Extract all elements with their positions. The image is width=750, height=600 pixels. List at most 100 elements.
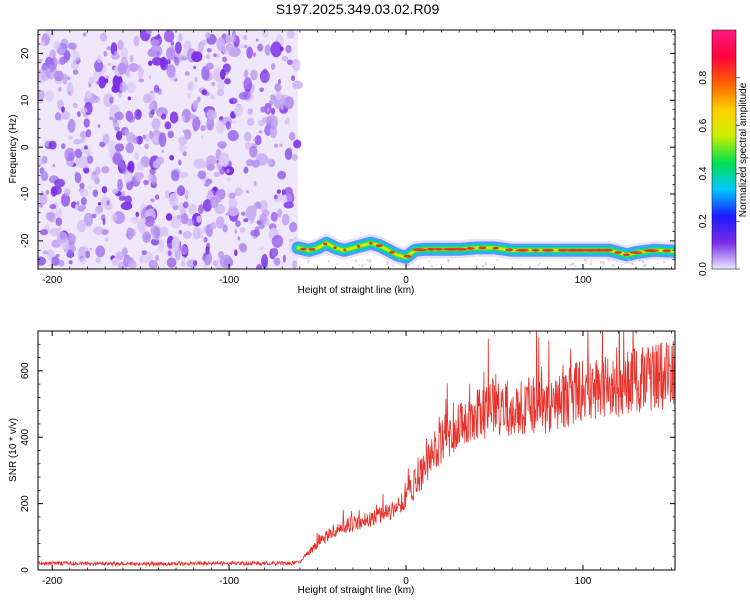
noise-blob (158, 111, 163, 117)
track-speckle (571, 262, 575, 266)
noise-blob (224, 78, 231, 85)
y-tick-label: 600 (20, 362, 31, 379)
noise-blob (241, 211, 246, 216)
noise-blob (39, 193, 48, 206)
noise-blob (148, 172, 154, 183)
colorbar-ticks: 0.0 0.2 0.4 0.6 0.8 (698, 70, 740, 276)
track-speckle (484, 262, 488, 266)
track-core-segment (629, 251, 643, 255)
noise-blob (171, 236, 180, 252)
noise-blob (167, 250, 172, 257)
noise-blob (281, 56, 289, 62)
noise-blob (228, 198, 238, 209)
noise-blob (56, 60, 61, 64)
noise-blob (68, 260, 73, 265)
noise-blob (111, 257, 120, 266)
noise-blob (42, 250, 49, 255)
noise-blob (250, 69, 258, 81)
noise-blob (118, 195, 126, 201)
x-tick-label: -100 (219, 275, 239, 286)
noise-blob (67, 249, 74, 258)
track-speckle (360, 264, 364, 268)
noise-blob (51, 256, 60, 267)
noise-blob (134, 172, 144, 180)
track-speckle (583, 258, 587, 262)
noise-blob (99, 32, 108, 42)
track-speckle (428, 260, 431, 262)
chart-title: S197.2025.349.03.02.R09 (275, 1, 440, 17)
noise-blob (218, 152, 230, 167)
noise-blob (211, 82, 216, 86)
track-core-segment (515, 248, 529, 252)
noise-blob (170, 40, 175, 47)
noise-blob (178, 136, 188, 145)
noise-blob (203, 264, 208, 268)
track-speckle (627, 258, 631, 262)
track-speckle (476, 259, 478, 261)
snr-y-label: SNR (10 * v/v) (8, 418, 19, 482)
track-speckle (599, 261, 603, 265)
noise-blob (130, 216, 139, 224)
y-tick-label: -10 (20, 186, 31, 201)
noise-blob (254, 226, 260, 232)
noise-blob (80, 145, 91, 155)
noise-blob (213, 53, 217, 58)
noise-blob (280, 105, 284, 111)
noise-blob (44, 90, 55, 102)
track-speckle (651, 265, 653, 267)
noise-blob (51, 185, 62, 195)
noise-blob (72, 102, 78, 109)
track-speckle (346, 263, 349, 265)
noise-blob (177, 214, 181, 220)
noise-blob (55, 209, 63, 218)
noise-blob (196, 215, 202, 223)
noise-blob (277, 170, 287, 180)
noise-blob (114, 51, 120, 55)
noise-blob (182, 129, 189, 134)
noise-blob (285, 117, 290, 125)
noise-blob (259, 213, 267, 225)
track-speckle (481, 265, 485, 268)
noise-blob (114, 111, 124, 121)
track-speckle (316, 264, 319, 266)
track-speckle (641, 260, 645, 263)
noise-blob (226, 177, 231, 182)
noise-blob (174, 57, 180, 66)
noise-blob (215, 216, 225, 229)
noise-blob (259, 199, 268, 213)
noise-blob (95, 210, 100, 216)
noise-blob (67, 42, 77, 50)
noise-blob (77, 205, 85, 212)
y-tick-label: -20 (20, 233, 31, 248)
spectrogram-x-ticks: -200 -100 0 100 (42, 30, 672, 286)
noise-blob (239, 243, 248, 253)
noise-blob (39, 229, 49, 236)
track-speckle (575, 259, 577, 261)
noise-blob (197, 96, 201, 103)
noise-blob (154, 194, 160, 200)
noise-blob (274, 143, 279, 148)
noise-blob (225, 34, 232, 44)
noise-blob (222, 224, 228, 233)
noise-blob (273, 257, 281, 266)
noise-blob (120, 47, 128, 59)
noise-blob (79, 182, 85, 189)
noise-blob (95, 166, 101, 175)
noise-blob (137, 64, 142, 72)
track-core-segment (505, 248, 514, 252)
noise-blob (107, 62, 112, 67)
noise-blob (234, 187, 243, 197)
noise-blob (169, 155, 175, 161)
noise-blob (289, 221, 298, 233)
noise-blob (53, 41, 60, 50)
noise-blob (284, 96, 294, 110)
noise-blob (141, 250, 147, 256)
noise-blob (38, 89, 45, 101)
noise-blob (106, 200, 110, 206)
noise-blob (291, 75, 295, 82)
noise-blob (72, 69, 79, 75)
noise-blob (71, 63, 78, 70)
noise-blob (286, 59, 294, 66)
noise-blob (133, 137, 138, 144)
noise-blob (168, 193, 179, 207)
